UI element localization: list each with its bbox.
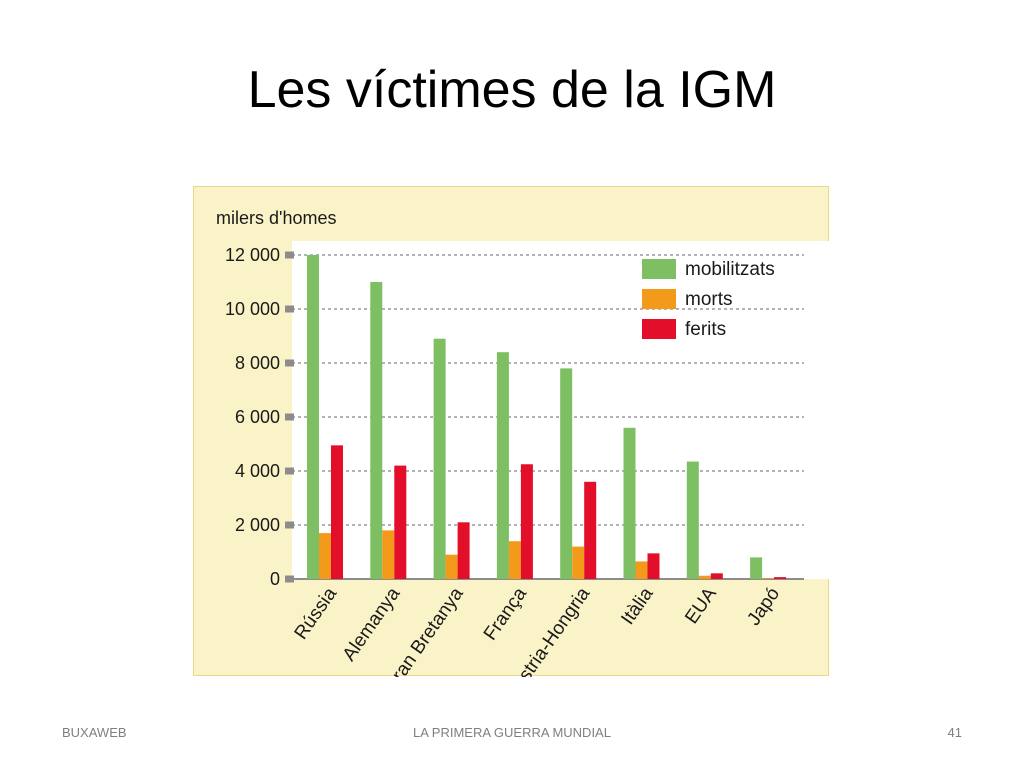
y-tick-marker (285, 521, 294, 529)
y-tick-label: 6 000 (235, 407, 280, 427)
chart-panel: milers d'homes 0 2 000 4 000 6 000 8 000 10 0… (193, 186, 830, 677)
bar-morts-0 (319, 533, 331, 579)
legend-swatch-mobilitzats (642, 259, 676, 279)
x-tick-label: EUA (681, 584, 721, 628)
bar-morts-2 (445, 554, 458, 579)
x-tick-label: Itàlia (617, 583, 657, 628)
y-tick-marker (285, 251, 294, 259)
bar-ferits-6 (710, 573, 723, 579)
footer-page-number: 41 (947, 725, 962, 740)
legend-swatch-morts (642, 289, 676, 309)
legend-label-ferits: ferits (685, 319, 726, 340)
bar-morts-4 (572, 546, 585, 579)
x-tick-label: Japó (743, 584, 784, 630)
bar-morts-3 (508, 541, 521, 579)
bar-mobilitzats-6 (686, 461, 699, 579)
bar-ferits-7 (774, 577, 787, 579)
y-tick-marker (285, 305, 294, 313)
bar-mobilitzats-2 (433, 338, 446, 579)
bar-mobilitzats-1 (370, 282, 383, 579)
bar-morts-1 (382, 530, 395, 579)
bar-mobilitzats-4 (560, 368, 573, 579)
x-tick-label: Rússia (291, 583, 342, 643)
y-tick-label: 4 000 (235, 461, 280, 481)
bar-ferits-3 (520, 464, 533, 579)
legend-label-mobilitzats: mobilitzats (685, 259, 775, 280)
bar-mobilitzats-3 (496, 352, 509, 579)
legend-swatch-ferits (642, 319, 676, 339)
y-tick-marker (285, 359, 294, 367)
bar-chart: milers d'homes 0 2 000 4 000 6 000 8 000 10 0… (216, 208, 830, 677)
bar-mobilitzats-0 (307, 255, 319, 579)
x-tick-label: França (480, 583, 531, 644)
y-tick-label: 0 (270, 569, 280, 589)
bar-ferits-1 (394, 465, 407, 579)
bar-mobilitzats-7 (750, 557, 763, 579)
footer-topic: LA PRIMERA GUERRA MUNDIAL (413, 725, 611, 740)
slide-title: Les víctimes de la IGM (247, 61, 777, 119)
bar-ferits-0 (331, 445, 343, 579)
bar-morts-5 (635, 561, 648, 579)
y-tick-label: 8 000 (235, 353, 280, 373)
y-tick-label: 12 000 (225, 245, 280, 265)
bar-ferits-5 (647, 553, 660, 579)
bar-morts-7 (762, 578, 775, 579)
legend-label-morts: morts (685, 289, 733, 310)
y-tick-marker (285, 413, 294, 421)
y-tick-marker (285, 467, 294, 475)
y-tick-label: 2 000 (235, 515, 280, 535)
bar-ferits-4 (584, 481, 597, 579)
footer-author: BUXAWEB (62, 725, 127, 740)
bar-mobilitzats-5 (623, 427, 636, 579)
y-tick-label: 10 000 (225, 299, 280, 319)
bar-morts-6 (698, 575, 711, 579)
bar-ferits-2 (457, 522, 470, 579)
x-tick-label: Alemanya (339, 583, 405, 665)
y-tick-marker (285, 575, 294, 583)
y-axis-label: milers d'homes (216, 208, 336, 228)
